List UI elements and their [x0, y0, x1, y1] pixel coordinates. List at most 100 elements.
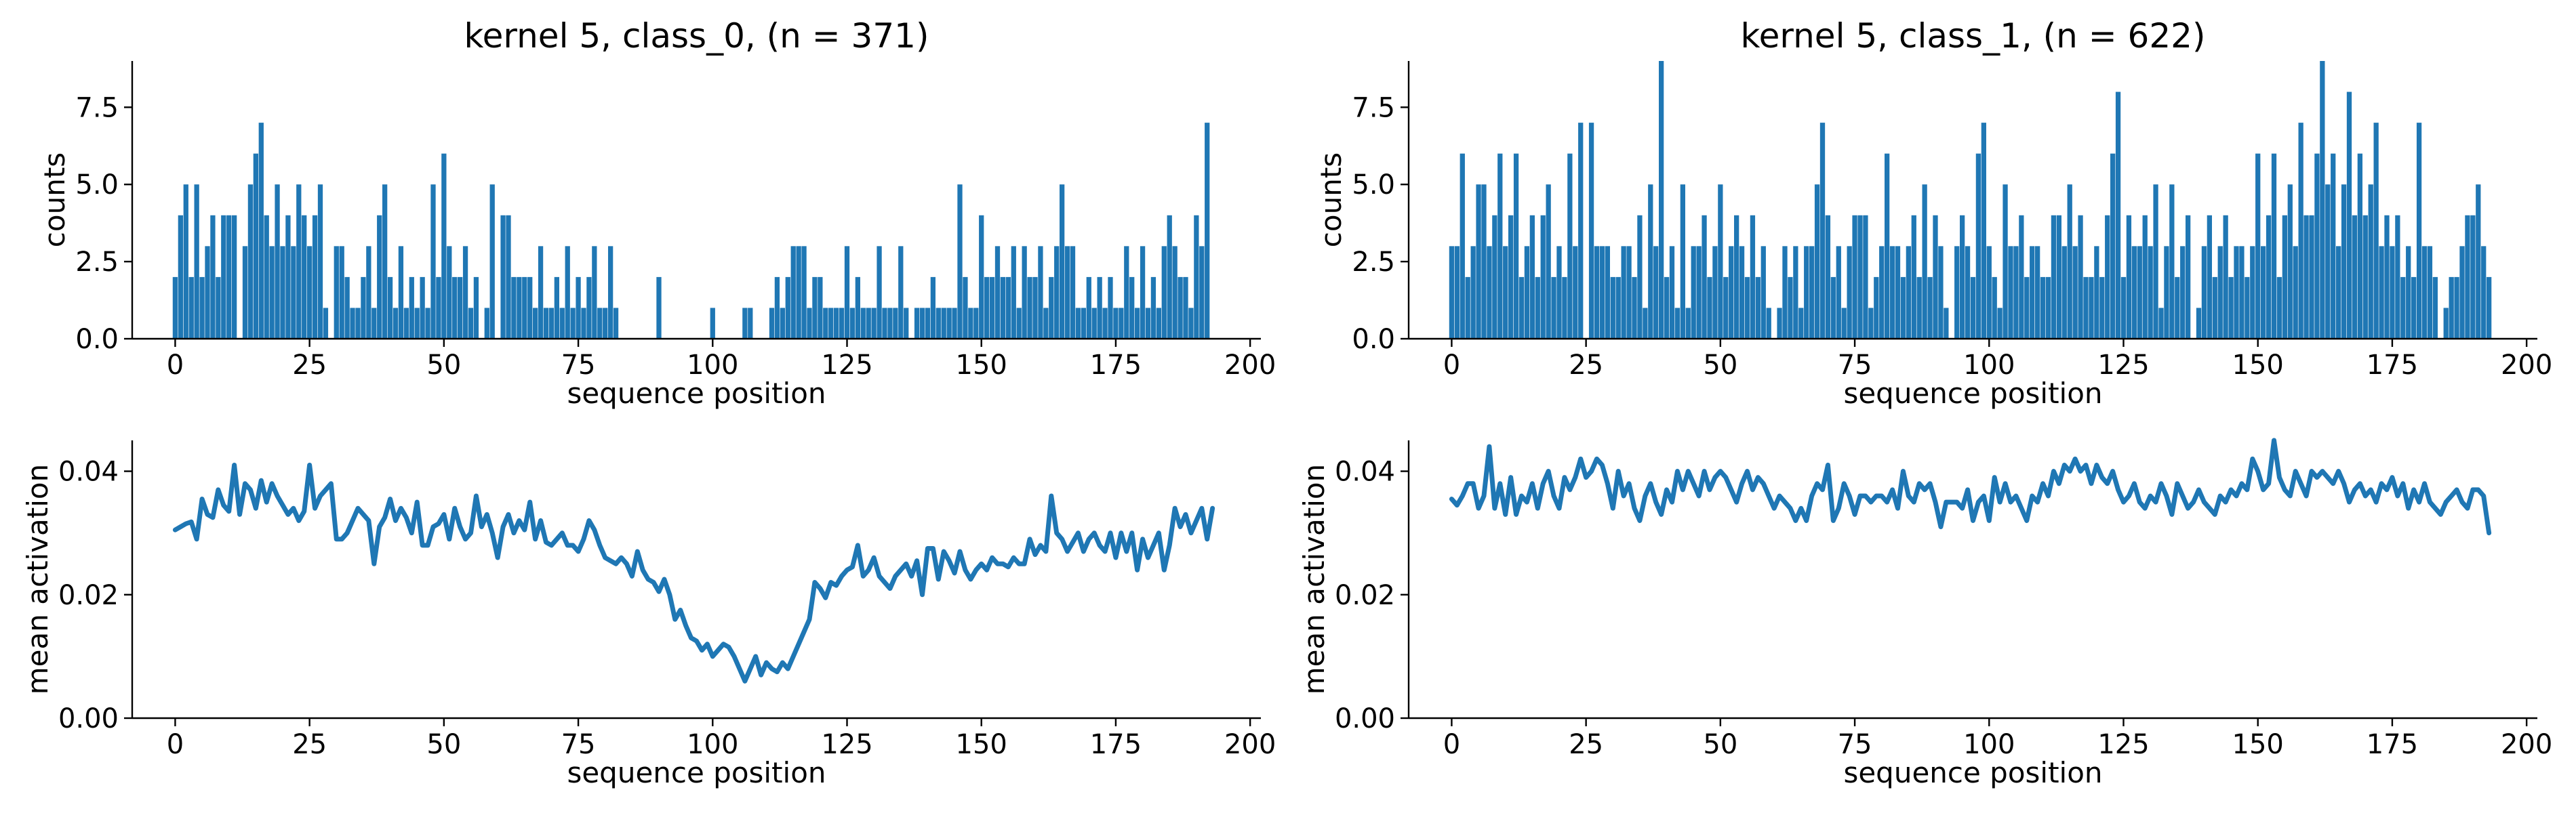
y-tick-label: 7.5	[75, 92, 119, 123]
histogram-bar	[2384, 215, 2390, 339]
histogram-bar	[2245, 276, 2250, 339]
histogram-bar	[2083, 276, 2089, 339]
histogram-bar	[2131, 246, 2137, 339]
histogram-bar	[2217, 246, 2223, 339]
x-tick-label: 75	[561, 350, 596, 381]
histogram-bar	[2234, 246, 2239, 339]
histogram-bar	[2207, 215, 2212, 339]
x-tick-label: 200	[2501, 729, 2552, 760]
histogram-bar	[269, 246, 275, 339]
histogram-bar	[1766, 308, 1771, 339]
histogram-bar	[2008, 246, 2013, 339]
histogram-bar	[1513, 153, 1519, 339]
histogram-bar	[2421, 246, 2428, 339]
histogram-bar	[1588, 123, 1594, 339]
histogram-bar	[1696, 246, 1702, 339]
histogram-bar	[1610, 276, 1615, 339]
histogram-bar	[1648, 184, 1653, 339]
histogram-bar	[963, 276, 968, 339]
histogram-bar	[2099, 276, 2105, 339]
histogram-bar	[844, 246, 850, 339]
histogram-bar	[296, 184, 302, 339]
histogram-bar	[414, 308, 420, 339]
mean-activation-line	[1449, 438, 2492, 536]
histogram-bar	[790, 246, 796, 339]
histogram-bar	[2314, 153, 2320, 339]
histogram-bar	[447, 246, 452, 339]
histogram-bar	[2094, 246, 2099, 339]
histogram-bar	[484, 308, 489, 339]
histogram-bar	[2298, 123, 2303, 339]
histogram-bar	[339, 246, 344, 339]
histogram-bar	[2003, 184, 2008, 339]
histogram-bar	[1086, 276, 1091, 339]
histogram-bar	[828, 308, 834, 339]
histogram-bar	[1199, 246, 1205, 339]
histogram-bar	[2470, 215, 2476, 339]
x-tick-label: 100	[687, 350, 738, 381]
histogram-bar	[1599, 246, 1605, 339]
histogram-bar	[1847, 246, 1852, 339]
histogram-bar	[887, 308, 893, 339]
histogram-bar	[1070, 246, 1076, 339]
histogram-bar	[898, 246, 904, 339]
histogram-bar	[387, 276, 393, 339]
y-axis-label: counts	[38, 152, 71, 247]
histogram-bar	[1097, 276, 1102, 339]
histogram-bar	[1975, 153, 1981, 339]
x-tick-label: 25	[292, 729, 327, 760]
histogram-bar	[2239, 246, 2245, 339]
histogram-bar	[796, 246, 801, 339]
x-tick-label: 50	[426, 350, 461, 381]
histogram-bar	[1188, 308, 1194, 339]
histogram-bar	[1895, 246, 1901, 339]
histogram-bar	[2153, 184, 2158, 339]
histogram-bar	[2271, 153, 2277, 339]
histogram-bar	[2266, 215, 2272, 339]
histogram-bar	[1172, 246, 1178, 339]
histogram-bar	[823, 308, 828, 339]
histogram-bar	[1064, 246, 1070, 339]
histogram-bar	[1081, 308, 1086, 339]
y-tick-label: 2.5	[75, 247, 119, 278]
histogram-bar	[366, 246, 371, 339]
histogram-bar	[194, 184, 199, 339]
histogram-bar	[264, 215, 269, 339]
histogram-bar	[952, 308, 957, 339]
histogram-bar	[533, 308, 538, 339]
histogram-bar	[818, 276, 823, 339]
histogram-bar	[1460, 153, 1465, 339]
histogram-bar	[1997, 308, 2003, 339]
histogram-bar	[1497, 153, 1503, 339]
histogram-bar	[172, 276, 178, 339]
histogram-bar	[1551, 276, 1556, 339]
y-tick-label: 5.0	[75, 169, 119, 201]
histogram-bar	[1161, 246, 1167, 339]
x-tick-label: 0	[1443, 729, 1460, 760]
histogram-bar	[2110, 153, 2116, 339]
histogram-bar	[1156, 308, 1161, 339]
histogram-bar	[285, 215, 291, 339]
histogram-bar	[613, 308, 619, 339]
histogram-bar	[1016, 308, 1022, 339]
histogram-bar	[527, 276, 533, 339]
histogram-bar	[2346, 91, 2352, 339]
histogram-bar	[860, 308, 866, 339]
histogram-bar	[382, 184, 388, 339]
histogram-bar	[1685, 308, 1691, 339]
histogram-bar	[2212, 276, 2217, 339]
histogram-bar	[855, 276, 860, 339]
histogram-bar	[2465, 215, 2470, 339]
histogram-bar	[2180, 246, 2186, 339]
x-tick-label: 25	[292, 350, 327, 381]
histogram-bar	[994, 246, 1001, 339]
histogram-bar	[2164, 246, 2169, 339]
histogram-bar	[1027, 276, 1032, 339]
histogram-bar	[2137, 246, 2142, 339]
y-tick-label: 0.04	[1335, 457, 1395, 488]
histogram-bar	[1022, 246, 1027, 339]
histogram-bar	[1075, 308, 1081, 339]
histogram-bar	[1863, 215, 1868, 339]
histogram-bar	[1669, 246, 1675, 339]
